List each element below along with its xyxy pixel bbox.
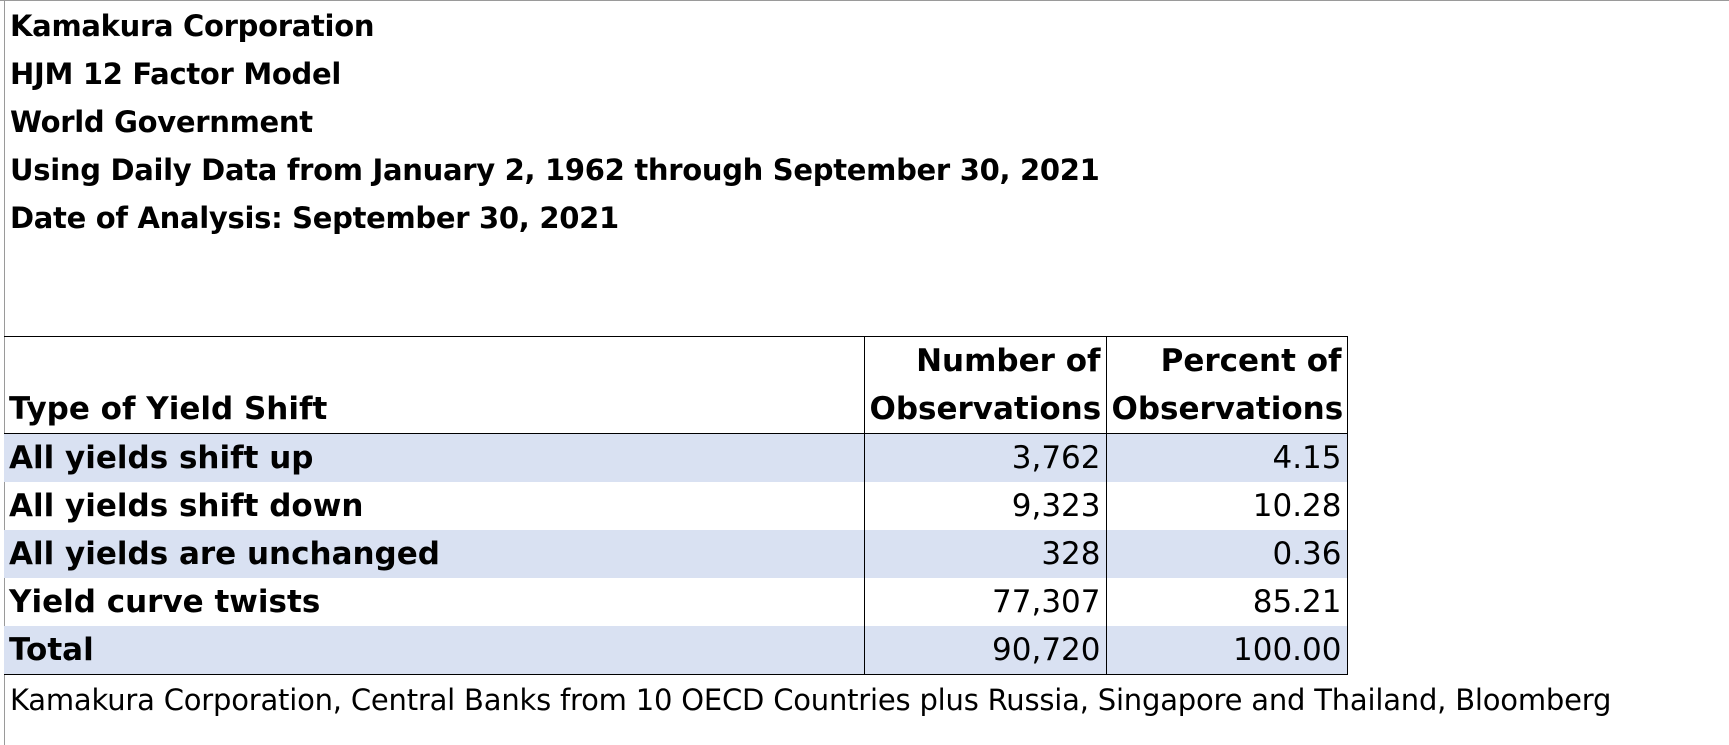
sheet-frame-top [0,0,1729,1]
table-row: All yields shift down 9,323 10.28 [4,482,1348,530]
row-percent-value: 10.28 [1105,482,1348,530]
row-type-label: All yields shift down [9,488,364,524]
row-type-label: All yields shift up [4,433,864,482]
market-title: World Government [10,105,313,139]
row-type-label: All yields are unchanged [4,530,864,578]
table-row: All yields shift up 3,762 4.15 [4,433,1348,482]
table-header-row-2: Type of Yield Shift Observations Observa… [4,385,1348,434]
row-type-label: Yield curve twists [9,584,321,620]
header-empty-cell [4,336,864,385]
type-header: Type of Yield Shift [4,385,864,434]
row-percent-value: 85.21 [1105,578,1348,626]
table-row: Yield curve twists 77,307 85.21 [4,578,1348,626]
company-title: Kamakura Corporation [10,9,375,43]
source-note: Kamakura Corporation, Central Banks from… [10,683,1612,717]
data-range-title: Using Daily Data from January 2, 1962 th… [10,153,1100,187]
row-count-value: 3,762 [863,433,1106,482]
table-total-row: Total 90,720 100.00 [4,626,1348,675]
analysis-date-title: Date of Analysis: September 30, 2021 [10,201,619,235]
yield-shift-table: Number of Percent of Type of Yield Shift… [4,336,1348,675]
row-percent-value: 0.36 [1105,530,1348,578]
total-percent-value: 100.00 [1105,626,1348,675]
row-percent-value: 4.15 [1105,433,1348,482]
count-header-line2: Observations [863,385,1106,434]
model-title: HJM 12 Factor Model [10,57,341,91]
table-row: All yields are unchanged 328 0.36 [4,530,1348,578]
row-count-value: 9,323 [863,482,1106,530]
percent-header-line2: Observations [1105,385,1348,434]
row-count-value: 77,307 [863,578,1106,626]
count-header-line1: Number of [863,336,1106,385]
total-count-value: 90,720 [863,626,1106,675]
percent-header-line1: Percent of [1105,336,1348,385]
row-count-value: 328 [863,530,1106,578]
table-header-row-1: Number of Percent of [4,336,1348,385]
total-label: Total [4,626,864,675]
